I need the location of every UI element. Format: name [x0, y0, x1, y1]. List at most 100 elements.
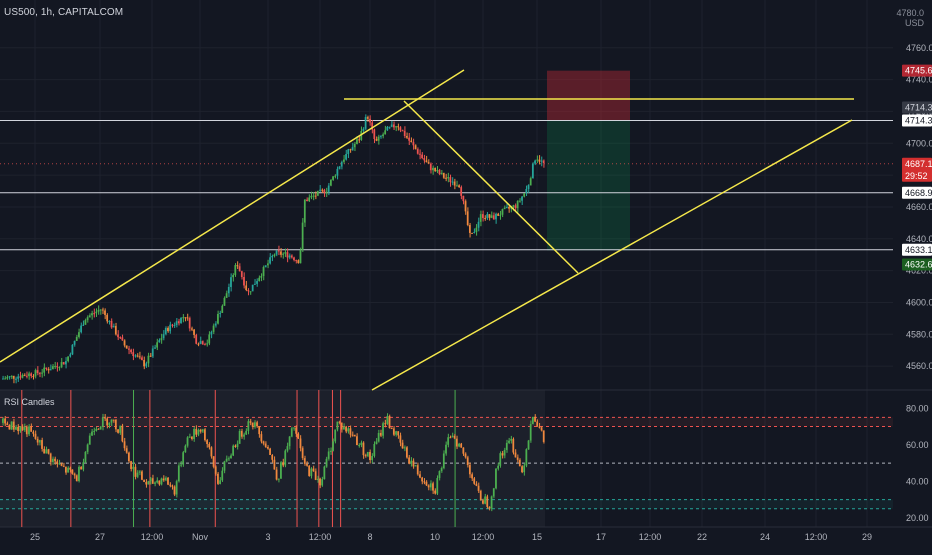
candle-body [95, 311, 98, 314]
candle-body [534, 160, 536, 164]
candle-body [106, 314, 109, 322]
rsi-candle-body [312, 468, 315, 472]
rsi-candle-body [28, 426, 30, 435]
trendlines[interactable] [0, 69, 854, 391]
horizontal-levels[interactable] [0, 120, 893, 251]
rsi-candle-body [167, 477, 169, 485]
candle-body [369, 118, 371, 123]
rsi-candle-body [119, 425, 122, 433]
time-axis[interactable]: 25 27 12:00 Nov 3 12:00 8 10 12:00 15 17 12:00 22 24 1… [30, 532, 872, 542]
rsi-candle-body [182, 452, 185, 465]
candle-body [177, 321, 180, 324]
rsi-candle-body [395, 431, 397, 435]
candle-body [93, 313, 95, 315]
rsi-candle-body [288, 436, 291, 447]
symbol-interval: 1h [40, 7, 53, 18]
rsi-candle-body [64, 466, 67, 473]
candle-body [15, 378, 17, 380]
rsi-candle-body [338, 421, 341, 423]
rsi-candle-body [482, 500, 484, 504]
candle-body [245, 285, 248, 291]
candle-body [523, 193, 526, 197]
candle-body [62, 362, 65, 365]
currency-code: USD [904, 18, 924, 28]
rsi-candle-body [514, 452, 517, 458]
rsi-candle-body [123, 441, 126, 449]
rsi-panel-label[interactable]: RSI Candles [4, 397, 55, 407]
rsi-candle-body [114, 419, 117, 430]
candle-body [21, 374, 24, 378]
rsi-candle-body [180, 464, 182, 466]
position-tool[interactable] [547, 70, 630, 251]
candle-body [351, 147, 354, 151]
rsi-candle-body [188, 436, 191, 438]
candle-body [73, 340, 76, 345]
time-tick-label: 25 [30, 532, 40, 542]
rsi-candle-body [503, 449, 506, 456]
candle-body [30, 373, 33, 377]
rsi-candle-body [416, 465, 419, 475]
rsi-candle-body [71, 469, 74, 474]
candle-body [271, 255, 274, 258]
candle-body [110, 320, 113, 328]
rsi-candle-body [329, 450, 332, 452]
rsi-candle-body [32, 431, 35, 434]
candle-body [130, 349, 132, 353]
rsi-candle-body [160, 478, 163, 485]
rsi-candle-body [384, 423, 387, 425]
candle-body [508, 207, 510, 209]
candle-body [154, 347, 156, 349]
rsi-candle-body [82, 462, 85, 470]
rsi-candle-body [405, 447, 408, 458]
rsi-candle-body [206, 440, 208, 445]
candle-body [49, 369, 52, 371]
rsi-candle-body [525, 449, 528, 466]
rsi-candle-body [143, 479, 145, 482]
time-tick-label: Nov [192, 532, 209, 542]
candle-body [225, 293, 228, 298]
rsi-candle-body [284, 450, 287, 466]
rsi-tick-label: 80.00 [906, 403, 929, 413]
time-tick-label: 24 [760, 532, 770, 542]
rsi-candle-body [266, 446, 269, 449]
candle-body [12, 375, 15, 379]
candle-body [125, 345, 128, 349]
candle-body [84, 320, 87, 325]
candle-body [338, 166, 341, 169]
price-tick-label: 4640.0 [906, 234, 932, 244]
rsi-candle-body [60, 463, 63, 466]
rsi-candle-body [236, 443, 239, 447]
rsi-candle-body [249, 421, 252, 423]
rsi-candle-body [429, 483, 432, 488]
rsi-candle-body [230, 455, 232, 459]
rsi-candle-body [436, 478, 439, 494]
rsi-candle-body [462, 447, 465, 454]
rsi-candle-body [377, 432, 380, 442]
candle-body [501, 209, 504, 215]
rsi-oversold-band [0, 499, 893, 509]
candle-body [401, 130, 404, 132]
time-tick-label: 12:00 [309, 532, 332, 542]
candle-body [45, 367, 48, 370]
candle-body [251, 284, 254, 292]
rsi-candle-body [275, 469, 278, 480]
rsi-candle-body [203, 429, 206, 441]
candle-body [464, 201, 467, 212]
rsi-candle-body [45, 449, 48, 454]
rsi-candle-body [4, 418, 6, 424]
rsi-candle-body [529, 423, 532, 441]
rsi-candle-body [219, 480, 221, 484]
rsi-candle-body [434, 490, 436, 494]
price-tick-label: 4760.0 [906, 43, 932, 53]
rsi-candle-body [10, 421, 13, 430]
rsi-candle-body [269, 448, 271, 455]
candle-body [64, 361, 67, 365]
rsi-candle-body [321, 479, 324, 486]
currency-label: 4780.0 USD [896, 8, 924, 28]
symbol-header[interactable]: US500, 1h, CAPITALCOM [4, 7, 123, 18]
rsi-candle-body [86, 444, 89, 452]
candle-body [184, 317, 187, 319]
candle-body [141, 357, 143, 361]
